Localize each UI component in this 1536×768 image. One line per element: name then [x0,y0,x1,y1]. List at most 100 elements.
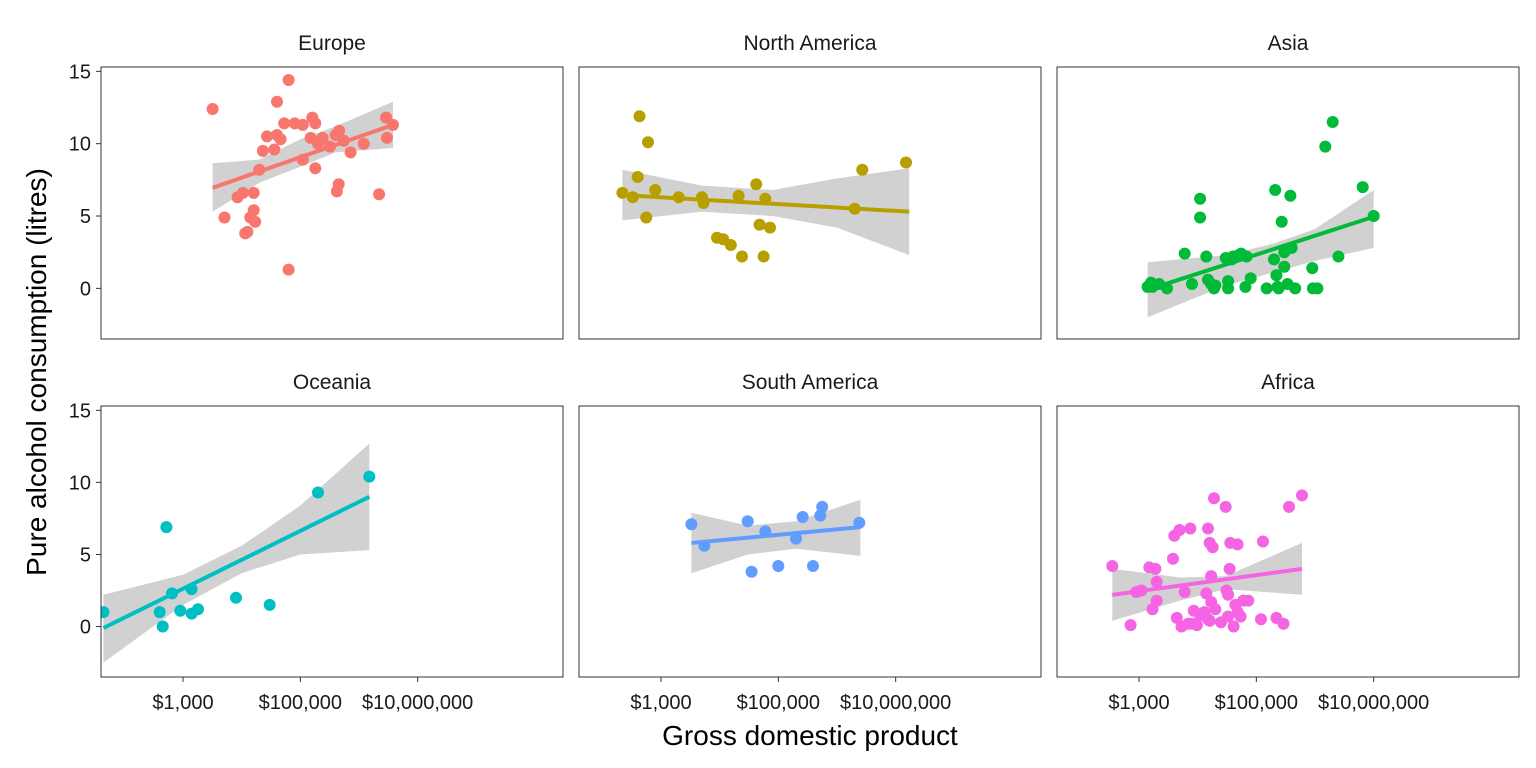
point-north-america-14 [736,250,748,263]
point-africa-51 [1296,489,1308,502]
facet-title-oceania: Oceania [293,371,372,394]
point-europe-32 [332,178,345,191]
point-africa-19 [1190,619,1203,632]
panel-border-asia [1056,66,1520,340]
point-asia-37 [1306,262,1319,275]
point-oceania-2 [156,620,169,633]
y-tick-label-oceania-0: 0 [80,617,91,639]
plot-area-oceania [101,443,376,663]
x-tick-label-south-america-10000000: $10,000,000 [840,692,951,714]
trend-line-asia [1146,214,1375,292]
panel-border-europe [100,66,564,340]
point-asia-42 [1332,250,1345,263]
point-south-america-6 [790,532,802,545]
point-asia-39 [1311,282,1324,295]
point-oceania-0 [101,606,110,619]
point-asia-36 [1289,282,1302,295]
y-tick-label-oceania-10: 10 [69,472,91,494]
point-europe-11 [256,144,269,157]
point-asia-21 [1239,280,1252,293]
trend-line-europe [211,122,394,190]
point-europe-19 [282,263,295,276]
point-africa-41 [1231,538,1244,551]
x-tick-label-south-america-100000: $100,000 [737,692,820,714]
point-asia-25 [1268,253,1280,266]
point-europe-16 [274,133,287,146]
point-europe-36 [357,137,370,150]
y-tick-label-oceania-15: 15 [69,400,91,422]
point-africa-9 [1167,552,1179,565]
point-south-america-0 [685,518,698,531]
panel-europe: Europe 0 5 10 15 [69,32,564,340]
facet-title-africa: Africa [1261,371,1315,394]
point-europe-13 [268,143,281,156]
panel-south-america: South America $1,000 $100,000 $10,000,000 [578,371,1042,714]
point-africa-6 [1149,562,1162,575]
point-south-america-2 [741,515,754,528]
facet-title-asia: Asia [1268,32,1309,55]
point-asia-23 [1244,272,1257,285]
point-asia-26 [1269,184,1282,196]
trend-line-africa [1111,566,1303,597]
plot-area-south-america [685,499,866,578]
point-north-america-22 [900,156,912,169]
point-south-america-3 [745,565,758,578]
point-south-america-5 [772,560,785,572]
point-asia-27 [1270,269,1283,282]
point-oceania-10 [263,598,276,611]
plot-area-asia [1141,116,1380,318]
point-europe-39 [381,131,393,144]
point-south-america-10 [816,500,829,513]
point-africa-50 [1283,500,1295,513]
x-tick-label-south-america-1000: $1,000 [630,692,691,714]
point-africa-30 [1208,492,1220,505]
y-tick-label-europe-5: 5 [80,206,91,228]
point-asia-34 [1284,189,1297,202]
x-tick-label-africa-1000: $1,000 [1108,692,1169,714]
facet-title-south-america: South America [742,371,879,394]
facet-title-north-america: North America [743,32,876,55]
point-north-america-2 [631,171,644,183]
point-africa-43 [1234,610,1247,623]
point-asia-5 [1178,247,1191,260]
point-europe-22 [296,118,309,131]
point-europe-0 [206,103,219,115]
point-africa-12 [1173,524,1186,536]
point-europe-18 [282,74,295,86]
panel-north-america: North America [578,32,1042,340]
point-oceania-9 [230,591,242,604]
panel-border-oceania [100,405,564,678]
point-oceania-12 [363,470,376,483]
x-tick-label-oceania-10000000: $10,000,000 [362,692,473,714]
x-tick-label-oceania-100000: $100,000 [259,692,342,714]
point-north-america-16 [753,218,766,231]
point-oceania-8 [192,603,204,616]
point-asia-41 [1326,116,1339,128]
point-africa-0 [1106,560,1119,572]
point-asia-32 [1278,260,1291,273]
y-tick-label-oceania-5: 5 [80,544,91,566]
point-europe-12 [261,130,273,143]
confidence-band-oceania [103,443,370,663]
point-north-america-12 [724,239,737,251]
point-africa-25 [1203,614,1216,627]
point-africa-31 [1209,603,1222,616]
point-africa-36 [1222,610,1235,623]
point-europe-9 [249,215,262,228]
x-tick-label-africa-10000000: $10,000,000 [1318,692,1429,714]
point-oceania-3 [160,521,173,534]
point-africa-45 [1242,594,1255,607]
point-africa-7 [1150,575,1163,588]
point-north-america-15 [750,178,763,191]
point-oceania-1 [153,606,166,619]
point-oceania-5 [174,604,187,617]
panels-layer: Europe 0 5 10 15 North America Asia Oceania 0 5 10… [69,32,1520,714]
confidence-band-north-america [622,168,910,256]
point-europe-37 [373,188,386,201]
point-africa-8 [1150,594,1163,607]
point-europe-26 [309,162,322,175]
point-oceania-11 [312,486,324,499]
point-south-america-7 [796,511,809,523]
point-asia-40 [1319,140,1332,153]
